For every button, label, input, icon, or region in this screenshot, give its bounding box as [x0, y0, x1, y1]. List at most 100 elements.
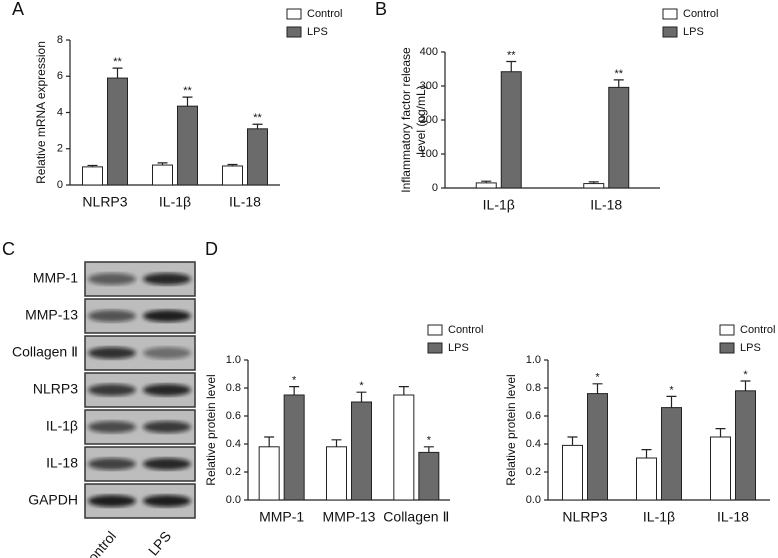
- blot-row-label: GAPDH: [28, 492, 78, 508]
- legend-label: LPS: [307, 26, 328, 38]
- x-tick-label: MMP-1: [259, 509, 304, 525]
- x-tick-label: IL-1β: [643, 509, 675, 525]
- bar: [587, 393, 608, 501]
- error-bar: [592, 383, 603, 394]
- blot-band: [88, 347, 136, 359]
- panel-label: A: [12, 0, 24, 19]
- blot-band: [88, 421, 136, 433]
- bar: [636, 457, 657, 501]
- significance: *: [669, 384, 674, 396]
- bar: [222, 165, 243, 186]
- panel-label: C: [2, 239, 15, 259]
- y-tick-label: 0.8: [526, 382, 541, 394]
- significance: **: [507, 49, 516, 61]
- blot-band: [143, 495, 191, 507]
- y-axis-label: Relative protein level: [504, 374, 518, 485]
- error-bar: [666, 395, 677, 408]
- x-tick-label: NLRP3: [562, 509, 607, 525]
- blot-row-label: MMP-1: [33, 270, 78, 286]
- y-axis-label: Inflammatory factor release: [399, 47, 413, 193]
- bar: [82, 166, 103, 186]
- error-bar: [588, 181, 599, 184]
- error-bar: [331, 439, 342, 447]
- bar: [500, 71, 522, 189]
- y-tick-label: 200: [420, 114, 438, 126]
- significance: **: [614, 68, 623, 80]
- y-tick-label: 1.0: [226, 354, 241, 366]
- legend-label: LPS: [683, 26, 704, 38]
- blot-band: [88, 384, 136, 396]
- bar: [351, 401, 372, 501]
- x-tick-label: NLRP3: [82, 194, 127, 210]
- y-tick-label: 0: [432, 182, 438, 194]
- bar: [608, 86, 630, 189]
- error-bar: [112, 67, 123, 79]
- blot-lane-label: LPS: [145, 528, 174, 558]
- legend-swatch: [286, 26, 302, 38]
- blot-row-label: NLRP3: [33, 381, 78, 397]
- significance: *: [743, 369, 748, 381]
- significance: *: [292, 375, 297, 387]
- error-bar: [423, 446, 434, 453]
- legend-label: LPS: [740, 342, 761, 354]
- blot-band: [143, 347, 191, 359]
- y-tick-label: 300: [420, 80, 438, 92]
- blot-band: [88, 310, 136, 322]
- y-tick-label: 0.0: [526, 494, 541, 506]
- x-tick-label: IL-1β: [159, 194, 191, 210]
- panel-label: D: [205, 239, 218, 259]
- bar: [562, 444, 583, 501]
- error-bar: [567, 436, 578, 446]
- y-tick-label: 1.0: [526, 354, 541, 366]
- bar: [661, 407, 682, 501]
- error-bar: [641, 449, 652, 458]
- blot-band: [88, 273, 136, 285]
- bar: [583, 183, 605, 189]
- y-tick-label: 100: [420, 148, 438, 160]
- legend-label: Control: [683, 8, 718, 20]
- blot-row-label: IL-1β: [46, 418, 78, 434]
- y-tick-label: 0.8: [226, 382, 241, 394]
- bar: [393, 394, 415, 501]
- y-tick-label: 0.6: [226, 410, 241, 422]
- error-bar: [252, 123, 263, 129]
- bar: [177, 105, 198, 186]
- legend-swatch: [662, 26, 678, 38]
- significance: **: [113, 56, 122, 68]
- y-axis-label: level (pg/mL): [414, 85, 428, 154]
- bar: [475, 182, 497, 189]
- bar: [710, 436, 731, 501]
- y-axis-label: Relative mRNA expression: [34, 41, 48, 184]
- legend-swatch: [719, 342, 735, 354]
- bar: [152, 164, 173, 186]
- legend-swatch: [427, 324, 443, 336]
- y-axis-label: Relative protein level: [204, 374, 218, 485]
- y-tick-label: 0.0: [226, 494, 241, 506]
- error-bar: [264, 436, 275, 447]
- y-tick-label: 2: [57, 143, 63, 155]
- error-bar: [289, 386, 300, 395]
- blot-band: [88, 458, 136, 470]
- bar: [247, 128, 268, 186]
- legend-label: LPS: [448, 342, 469, 354]
- significance: **: [253, 112, 262, 124]
- significance: **: [183, 85, 192, 97]
- y-tick-label: 0.2: [526, 466, 541, 478]
- x-tick-label: MMP-13: [323, 509, 376, 525]
- bar: [258, 446, 280, 501]
- error-bar: [481, 180, 492, 183]
- error-bar: [613, 79, 624, 88]
- blot-row-label: IL-18: [46, 455, 78, 471]
- blot-band: [143, 384, 191, 396]
- error-bar: [506, 60, 517, 72]
- x-tick-label: IL-18: [717, 509, 749, 525]
- bar: [418, 451, 440, 501]
- blot-band: [143, 273, 191, 285]
- error-bar: [715, 428, 726, 437]
- y-tick-label: 400: [420, 46, 438, 58]
- error-bar: [157, 162, 168, 166]
- error-bar: [356, 391, 367, 402]
- significance: *: [427, 435, 432, 447]
- legend-label: Control: [307, 8, 342, 20]
